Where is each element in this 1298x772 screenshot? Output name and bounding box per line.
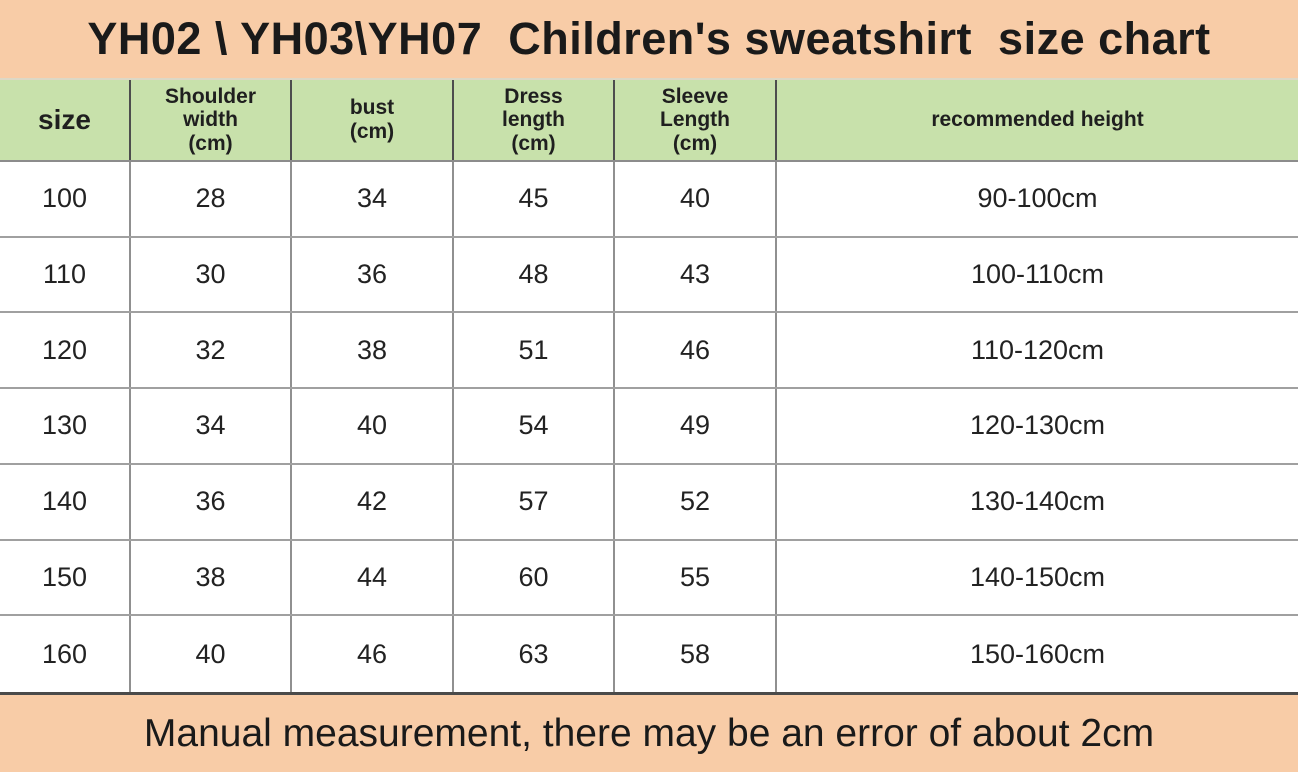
cell-dress-length: 45: [454, 162, 615, 236]
table-row-size-130: 130 34 40 54 49 120-130cm: [0, 389, 1298, 465]
table-row-size-120: 120 32 38 51 46 110-120cm: [0, 313, 1298, 390]
cell-shoulder-width: 34: [131, 389, 292, 463]
table-body: 100 28 34 45 40 90-100cm 110 30 36 48 43…: [0, 162, 1298, 692]
chart-title: YH02 \ YH03\YH07 Children's sweatshirt s…: [87, 13, 1211, 64]
cell-dress-length: 60: [454, 540, 615, 615]
table-row-size-100: 100 28 34 45 40 90-100cm: [0, 162, 1298, 238]
column-header-dress-length: Dress length (cm): [454, 80, 615, 160]
cell-size: 130: [0, 389, 131, 463]
cell-size: 110: [0, 237, 131, 312]
cell-shoulder-width: 38: [131, 540, 292, 615]
column-header-sleeve-length: Sleeve Length (cm): [615, 80, 777, 160]
cell-shoulder-width: 28: [131, 162, 292, 236]
table-header-row: size Shoulder width (cm) bust (cm) Dress…: [0, 80, 1298, 162]
cell-size: 100: [0, 162, 131, 236]
cell-size: 120: [0, 313, 131, 388]
cell-sleeve-length: 46: [615, 313, 777, 388]
table-row-size-140: 140 36 42 57 52 130-140cm: [0, 464, 1298, 541]
cell-bust: 46: [292, 616, 454, 692]
cell-recommended-height: 100-110cm: [970, 259, 1105, 290]
title-bar: YH02 \ YH03\YH07 Children's sweatshirt s…: [0, 0, 1298, 80]
table-row-size-150: 150 38 44 60 55 140-150cm: [0, 540, 1298, 617]
cell-dress-length: 48: [454, 237, 615, 312]
cell-size: 150: [0, 540, 131, 615]
cell-bust: 38: [292, 313, 454, 388]
cell-recommended-height: 130-140cm: [969, 486, 1106, 517]
table-row-size-160: 160 40 46 63 58 150-160cm: [0, 616, 1298, 692]
cell-sleeve-length: 55: [615, 540, 777, 615]
cell-dress-length: 57: [454, 464, 615, 539]
cell-recommended-height: 120-130cm: [969, 410, 1106, 441]
cell-sleeve-length: 40: [615, 162, 777, 236]
cell-bust: 42: [292, 464, 454, 539]
cell-shoulder-width: 32: [131, 313, 292, 388]
column-header-shoulder-width: Shoulder width (cm): [131, 80, 292, 160]
cell-sleeve-length: 58: [615, 616, 777, 692]
footer-note: Manual measurement, there may be an erro…: [143, 711, 1155, 755]
cell-recommended-height: 140-150cm: [969, 561, 1106, 592]
table-row-size-110: 110 30 36 48 43 100-110cm: [0, 237, 1298, 314]
cell-recommended-height: 110-120cm: [970, 334, 1105, 365]
cell-sleeve-length: 43: [615, 237, 777, 312]
cell-dress-length: 63: [454, 616, 615, 692]
cell-size: 160: [0, 616, 131, 692]
cell-recommended-height: 150-160cm: [969, 638, 1106, 669]
cell-bust: 36: [292, 237, 454, 312]
column-header-recommended-height: recommended height: [931, 108, 1144, 132]
footer-note-bar: Manual measurement, there may be an erro…: [0, 692, 1298, 772]
cell-recommended-height: 90-100cm: [977, 183, 1098, 214]
cell-bust: 34: [292, 162, 454, 236]
cell-shoulder-width: 36: [131, 464, 292, 539]
cell-bust: 44: [292, 540, 454, 615]
column-header-size: size: [0, 80, 131, 160]
cell-dress-length: 51: [454, 313, 615, 388]
cell-sleeve-length: 52: [615, 464, 777, 539]
cell-shoulder-width: 40: [131, 616, 292, 692]
column-header-bust: bust (cm): [292, 80, 454, 160]
cell-size: 140: [0, 464, 131, 539]
cell-bust: 40: [292, 389, 454, 463]
cell-dress-length: 54: [454, 389, 615, 463]
cell-sleeve-length: 49: [615, 389, 777, 463]
cell-shoulder-width: 30: [131, 237, 292, 312]
